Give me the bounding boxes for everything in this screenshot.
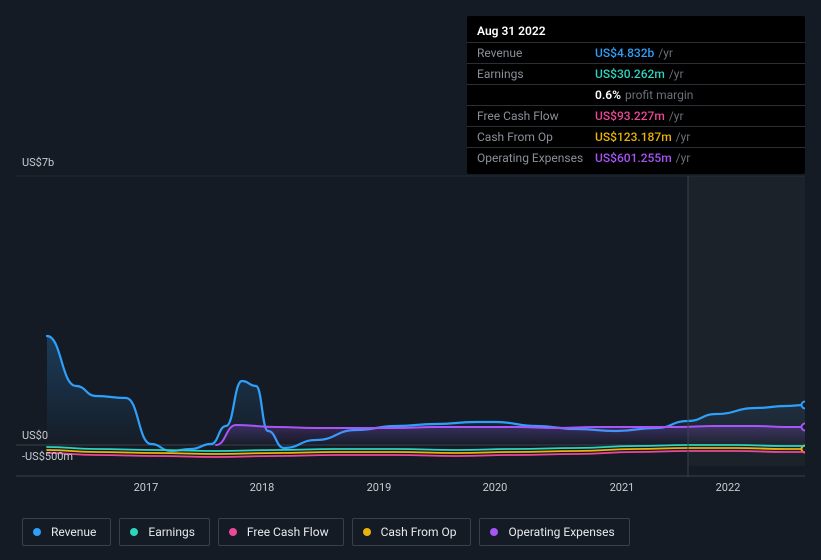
chart-area: US$7b US$0 -US$500m 2017 2018 2019 2020 2021 202… (16, 156, 805, 496)
legend-dot (229, 528, 237, 536)
tooltip-panel: Aug 31 2022RevenueUS$4.832b/yrEarningsUS… (467, 16, 805, 174)
tooltip-label: Earnings (477, 67, 595, 81)
tooltip-row: Cash From OpUS$123.187m/yr (467, 126, 805, 147)
legend-label: Revenue (51, 525, 96, 539)
tooltip-suffix: /yr (676, 130, 691, 144)
tooltip-suffix: /yr (669, 109, 684, 123)
tooltip-suffix: /yr (676, 151, 691, 165)
x-axis-label: 2020 (483, 481, 508, 494)
legend-dot (33, 528, 41, 536)
y-axis-label: US$0 (22, 429, 48, 442)
tooltip-label: Revenue (477, 46, 595, 60)
legend-label: Free Cash Flow (247, 525, 329, 539)
tooltip-value: US$4.832b (595, 46, 654, 60)
tooltip-value: US$601.255m (595, 151, 672, 165)
tooltip-date: Aug 31 2022 (467, 22, 805, 42)
tooltip-suffix: /yr (658, 46, 673, 60)
legend-item[interactable]: Revenue (22, 518, 111, 546)
x-axis-label: 2017 (134, 481, 159, 494)
tooltip-value: US$30.262m (595, 67, 665, 81)
y-axis-label: US$7b (22, 156, 54, 169)
legend-dot (490, 528, 498, 536)
x-axis-label: 2021 (610, 481, 635, 494)
tooltip-row: RevenueUS$4.832b/yr (467, 42, 805, 63)
legend-item[interactable]: Free Cash Flow (218, 518, 344, 546)
legend-item[interactable]: Operating Expenses (479, 518, 629, 546)
legend-dot (130, 528, 138, 536)
tooltip-row: Operating ExpensesUS$601.255m/yr (467, 147, 805, 168)
legend-label: Cash From Op (381, 525, 457, 539)
x-axis-label: 2018 (250, 481, 275, 494)
legend-label: Earnings (148, 525, 195, 539)
x-axis-label: 2022 (716, 481, 741, 494)
x-axis-label: 2019 (367, 481, 392, 494)
legend: Revenue Earnings Free Cash Flow Cash From O… (22, 518, 630, 546)
chart-svg: US$7b US$0 -US$500m 2017 2018 2019 2020 2021 202… (16, 156, 805, 496)
legend-item[interactable]: Cash From Op (352, 518, 472, 546)
legend-label: Operating Expenses (508, 525, 614, 539)
tooltip-row: Free Cash FlowUS$93.227m/yr (467, 105, 805, 126)
tooltip-suffix: /yr (669, 67, 684, 81)
tooltip-label: Free Cash Flow (477, 109, 595, 123)
tooltip-label: Cash From Op (477, 130, 595, 144)
y-axis-label: -US$500m (22, 450, 73, 463)
tooltip-label: Operating Expenses (477, 151, 595, 165)
tooltip-value: US$93.227m (595, 109, 665, 123)
legend-dot (363, 528, 371, 536)
tooltip-value: US$123.187m (595, 130, 672, 144)
tooltip-row: EarningsUS$30.262m/yr (467, 63, 805, 84)
tooltip-profit-margin: 0.6%profit margin (467, 84, 805, 105)
legend-item[interactable]: Earnings (119, 518, 210, 546)
